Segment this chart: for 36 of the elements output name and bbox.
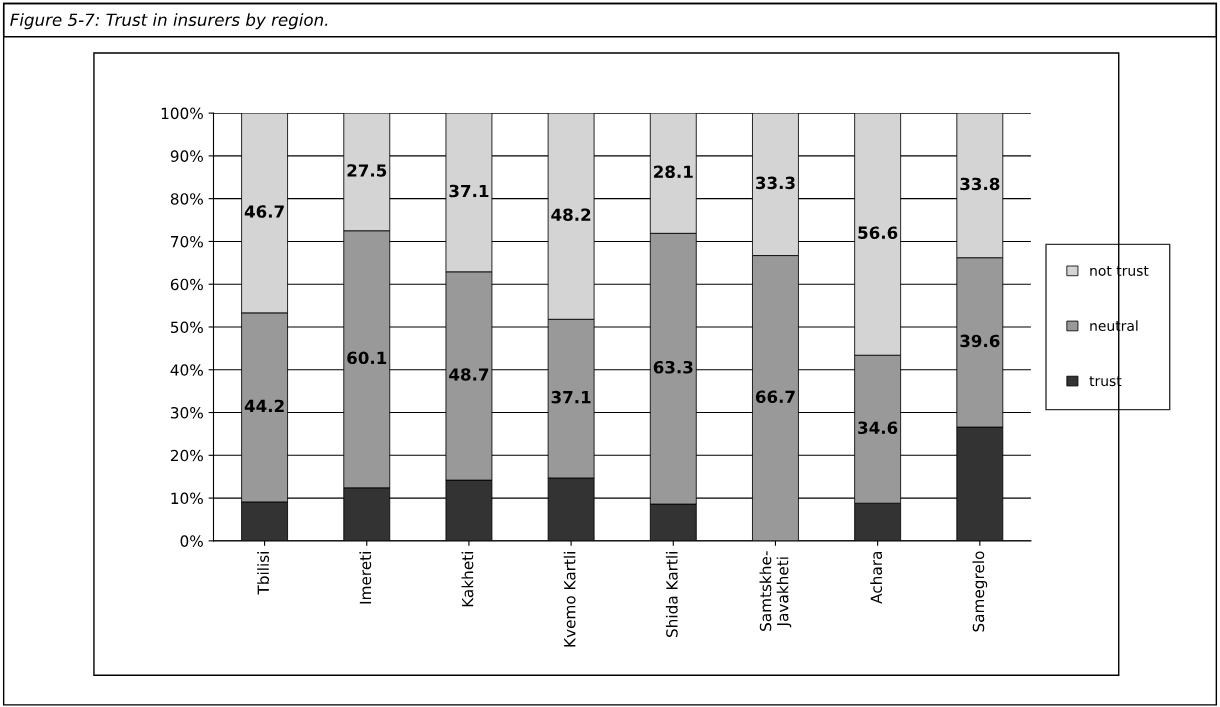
x-tick-label: Imereti — [359, 552, 372, 604]
x-tick-label: Kakheti — [461, 552, 474, 607]
data-label: 27.5 — [347, 164, 387, 177]
data-label: 37.1 — [551, 390, 591, 404]
data-label: 63.3 — [653, 360, 693, 374]
y-tick-label: 50% — [171, 321, 203, 334]
data-label: 34.6 — [858, 421, 898, 435]
data-label: 46.7 — [244, 205, 284, 218]
data-label: 28.1 — [654, 165, 693, 179]
x-tick-label: Kvemo Kartli — [563, 552, 576, 647]
chart-title: Figure 5-7: Trust in insurers by region. — [10, 13, 328, 30]
data-label: 39.6 — [960, 334, 1000, 348]
x-tick-label: Samtskhe- Javakheti — [759, 551, 792, 631]
y-tick-label: 40% — [170, 364, 203, 376]
y-tick-label: 90% — [170, 150, 203, 162]
y-tick-label: 100% — [161, 107, 203, 120]
data-label: 60.1 — [347, 351, 387, 365]
y-tick-label: 80% — [170, 193, 203, 205]
data-label: 66.7 — [755, 390, 795, 404]
data-label: 56.6 — [858, 226, 898, 239]
x-tick-label: Tbilisi — [257, 552, 270, 595]
y-tick-label: 70% — [171, 235, 203, 248]
y-tick-label: 20% — [170, 449, 203, 462]
data-label: 37.1 — [449, 184, 489, 198]
y-tick-label: 30% — [170, 407, 203, 419]
y-tick-label: 10% — [171, 492, 203, 505]
data-label: 33.8 — [960, 177, 1000, 191]
y-tick-label: 60% — [170, 278, 203, 291]
x-tick-label: Shida Kartli — [665, 552, 678, 637]
data-label: 48.2 — [551, 208, 591, 222]
y-tick-label: 0% — [180, 535, 203, 547]
x-tick-label: Achara — [870, 551, 883, 604]
data-label: 44.2 — [244, 399, 284, 412]
data-label: 33.3 — [756, 176, 795, 190]
x-tick-label: Samegrelo — [972, 551, 988, 632]
data-label: 48.7 — [449, 368, 489, 381]
